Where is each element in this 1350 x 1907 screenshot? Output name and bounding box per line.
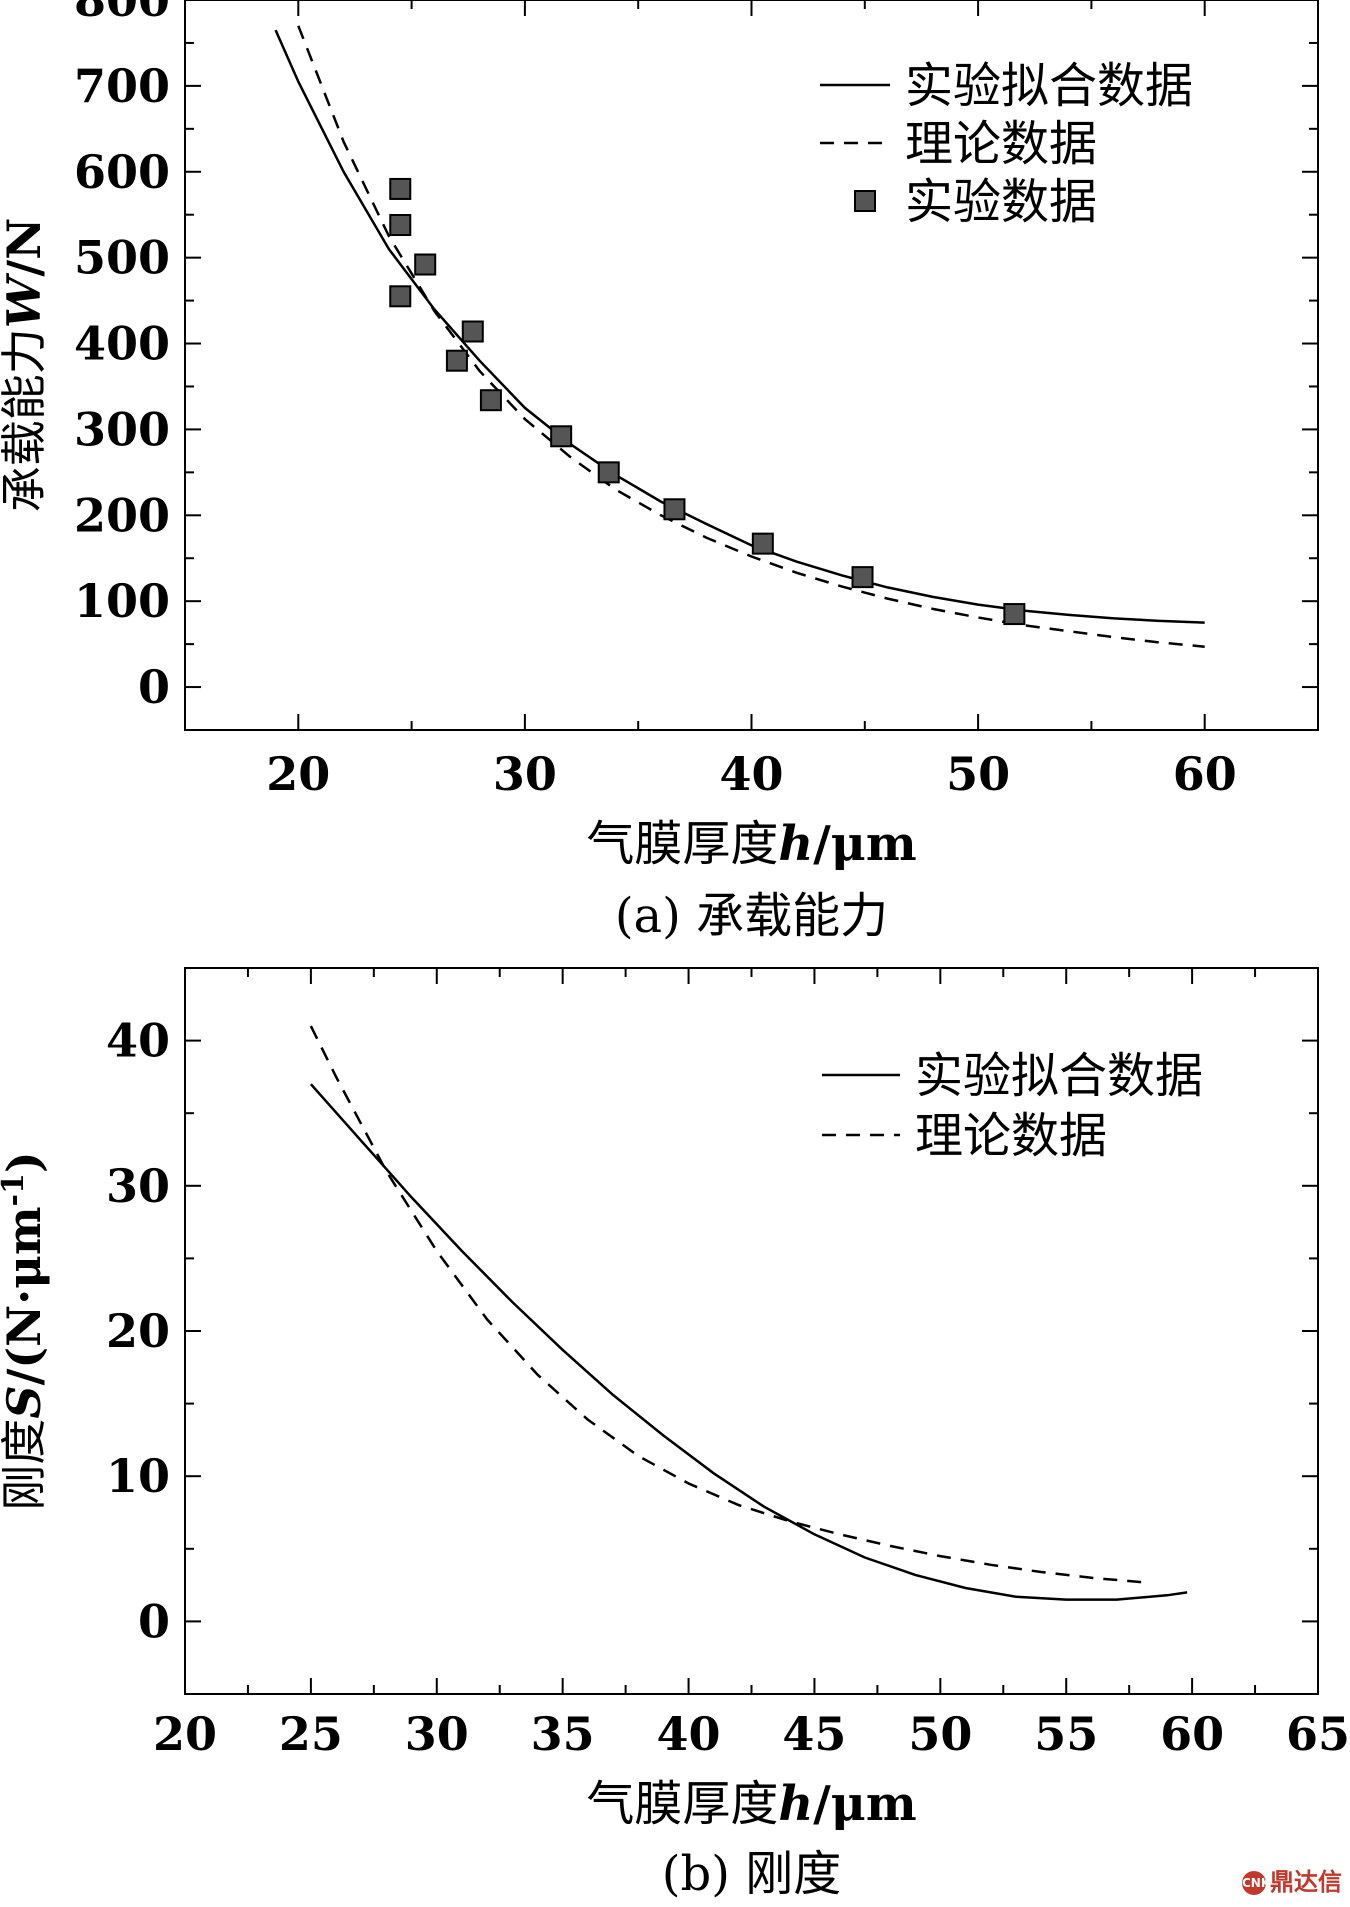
- chart-a-data-point: [550, 425, 573, 448]
- chart-a-y-axis-label: 承载能力W/N: [0, 218, 51, 513]
- chart-a-data-point: [414, 253, 437, 276]
- chart-a-caption: (a) 承载能力: [615, 888, 888, 944]
- chart-b-caption: (b) 刚度: [662, 1846, 841, 1902]
- chart-b-x-tick-label: 30: [405, 1707, 469, 1761]
- chart-b-x-tick-label: 25: [279, 1707, 343, 1761]
- chart-a-y-tick-label: 0: [138, 660, 170, 714]
- chart-b: 20 25 30 35 40 45 50 55 60 65 0 10 20 30 40 气膜厚度h/μm 刚度S…: [0, 967, 1350, 1902]
- chart-b-x-tick-label: 20: [153, 1707, 217, 1761]
- chart-a-y-tick-label: 300: [74, 402, 170, 456]
- chart-b-x-axis-label: 气膜厚度h/μm: [586, 1776, 916, 1832]
- chart-a-y-tick-label: 600: [74, 145, 170, 199]
- chart-a-y-tick-label: 100: [74, 574, 170, 628]
- chart-a-x-tick-label: 50: [946, 747, 1010, 801]
- watermark-logo: CNKI: [1242, 1871, 1275, 1895]
- chart-b-legend-label: 实验拟合数据: [915, 1048, 1203, 1104]
- watermark: CNKI鼎达信: [1242, 1862, 1342, 1897]
- chart-b-x-tick-label: 65: [1286, 1707, 1350, 1761]
- chart-a-data-point: [479, 389, 502, 412]
- chart-a-data-point: [597, 461, 620, 484]
- chart-a-data-point: [663, 498, 686, 521]
- chart-b-y-tick-label: 0: [138, 1594, 170, 1648]
- chart-a-series-1-line: [274, 29, 1205, 624]
- chart-a-y-tick-label: 800: [74, 0, 170, 27]
- chart-b-series-1-line: [309, 1083, 1188, 1601]
- chart-b-y-tick-label: 10: [106, 1449, 170, 1503]
- chart-a-data-point: [751, 532, 774, 555]
- chart-a-x-tick-label: 20: [266, 747, 330, 801]
- chart-a-data-point: [1003, 603, 1026, 626]
- chart-a-data-point: [461, 320, 484, 343]
- chart-a-x-tick-label: 60: [1173, 747, 1237, 801]
- chart-a-x-tick-label: 30: [493, 747, 557, 801]
- chart-b-x-tick-label: 55: [1034, 1707, 1098, 1761]
- chart-b-x-tick-label: 35: [531, 1707, 595, 1761]
- chart-a-data-point: [389, 177, 412, 200]
- chart-b-x-tick-label: 50: [908, 1707, 972, 1761]
- chart-b-series-2-line: [309, 1025, 1142, 1584]
- chart-b-y-axis-label: 刚度S/(N·μm-1): [0, 1151, 51, 1510]
- chart-b-legend-label: 理论数据: [915, 1108, 1107, 1164]
- watermark-text: 鼎达信: [1270, 1868, 1342, 1896]
- chart-b-y-tick-label: 30: [106, 1159, 170, 1213]
- chart-a: 20 30 40 50 600100200300400500600700800气膜厚度h…: [0, 0, 1319, 944]
- chart-a-legend-label: 实验拟合数据: [905, 58, 1193, 114]
- chart-a-y-tick-label: 500: [74, 231, 170, 285]
- chart-a-y-tick-label: 700: [74, 59, 170, 113]
- chart-a-data-point: [851, 566, 874, 589]
- chart-a-series-2-line: [297, 25, 1205, 648]
- chart-a-data-point: [445, 349, 468, 372]
- chart-a-legend-marker: [854, 190, 876, 212]
- chart-b-x-tick-label: 60: [1160, 1707, 1224, 1761]
- chart-b-y-tick-label: 40: [106, 1014, 170, 1068]
- chart-b-x-tick-label: 45: [782, 1707, 846, 1761]
- chart-a-x-tick-label: 40: [719, 747, 783, 801]
- chart-a-y-tick-label: 400: [74, 317, 170, 371]
- chart-a-data-point: [389, 214, 412, 237]
- chart-a-x-axis-label: 气膜厚度h/μm: [586, 816, 916, 872]
- chart-b-y-tick-label: 20: [106, 1304, 170, 1358]
- chart-a-data-point: [389, 285, 412, 308]
- chart-b-x-tick-label: 40: [657, 1707, 721, 1761]
- chart-a-legend-label: 理论数据: [905, 116, 1097, 172]
- chart-a-y-tick-label: 200: [74, 488, 170, 542]
- chart-a-legend-label: 实验数据: [905, 174, 1097, 230]
